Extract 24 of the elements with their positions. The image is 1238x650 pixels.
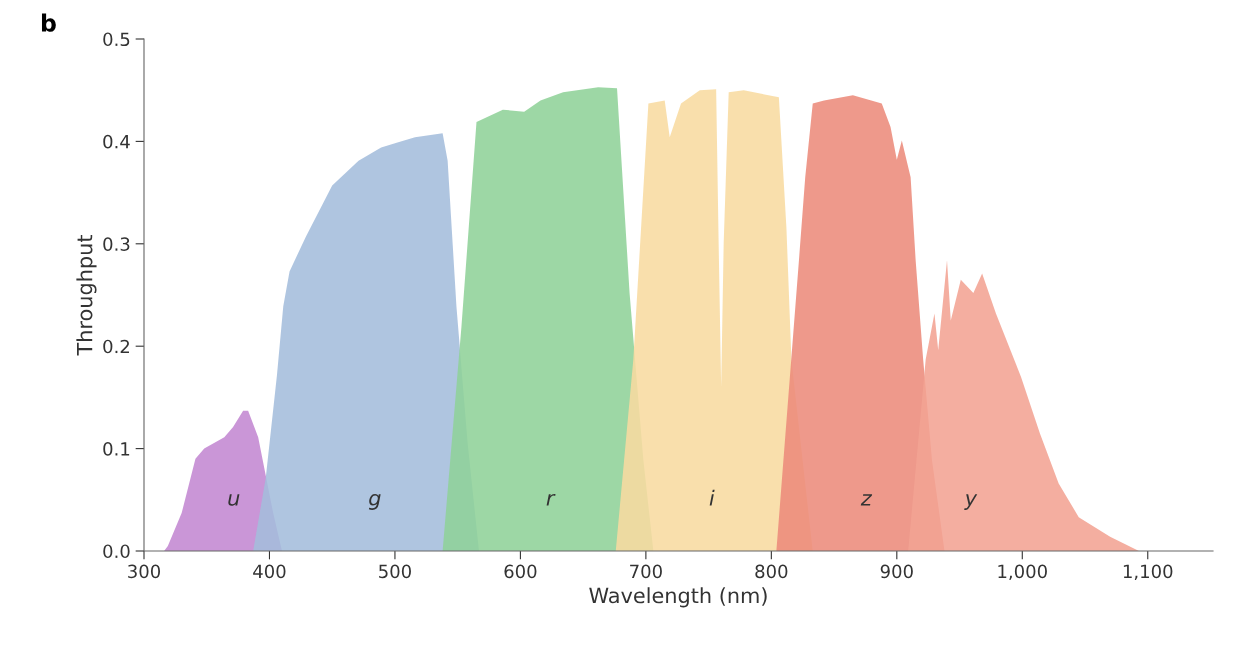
x-axis-title: Wavelength (nm)	[589, 587, 767, 608]
y-tick-label: 0.2	[103, 339, 129, 354]
y-tick-label: 0.0	[103, 544, 130, 559]
series-label: z	[860, 494, 873, 506]
x-tick-label: 700	[630, 564, 662, 579]
series-label: r	[546, 493, 556, 506]
x-tick-label: 1,000	[998, 564, 1047, 581]
y-axis-title: Throughput	[76, 235, 97, 356]
series-label: i	[709, 489, 715, 506]
y-tick-label: 0.3	[103, 237, 130, 251]
text: b	[41, 13, 56, 32]
y-tick-label: 0.1	[103, 442, 130, 456]
x-tick-label: 600	[504, 564, 537, 579]
x-tick-label: 900	[880, 564, 913, 579]
x-tick-label: 300	[128, 564, 161, 579]
y-tick-label: 0.4	[103, 134, 130, 149]
x-tick-label: 1,100	[1123, 564, 1173, 581]
x-tick-label: 500	[379, 564, 411, 579]
series-label: g	[368, 493, 381, 510]
series-label: y	[964, 494, 978, 510]
y-tick-label: 0.5	[103, 32, 130, 47]
x-tick-label: 800	[755, 564, 788, 579]
series-label: u	[228, 494, 240, 506]
x-tick-label: 400	[253, 564, 286, 579]
